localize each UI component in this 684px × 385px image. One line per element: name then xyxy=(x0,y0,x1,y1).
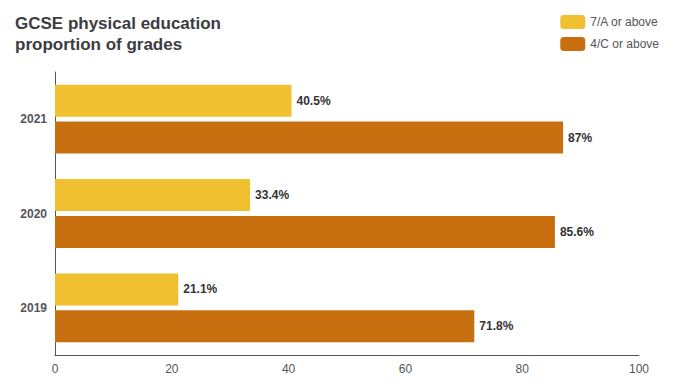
svg-text:20: 20 xyxy=(165,362,179,376)
svg-text:100: 100 xyxy=(629,362,649,376)
svg-text:0: 0 xyxy=(52,362,59,376)
svg-text:33.4%: 33.4% xyxy=(255,188,289,202)
svg-text:40: 40 xyxy=(282,362,296,376)
svg-text:80: 80 xyxy=(516,362,530,376)
svg-text:GCSE physical education: GCSE physical education xyxy=(15,14,221,33)
svg-text:71.8%: 71.8% xyxy=(479,319,513,333)
svg-text:7/A or above: 7/A or above xyxy=(590,15,658,29)
svg-text:2020: 2020 xyxy=(20,207,47,221)
svg-text:2021: 2021 xyxy=(20,112,47,126)
svg-text:60: 60 xyxy=(399,362,413,376)
svg-text:85.6%: 85.6% xyxy=(560,225,594,239)
svg-text:87%: 87% xyxy=(568,131,592,145)
svg-text:21.1%: 21.1% xyxy=(183,282,217,296)
svg-text:2019: 2019 xyxy=(20,301,47,315)
svg-text:proportion of grades: proportion of grades xyxy=(15,35,182,54)
svg-text:40.5%: 40.5% xyxy=(297,94,331,108)
svg-text:4/C or above: 4/C or above xyxy=(590,37,659,51)
